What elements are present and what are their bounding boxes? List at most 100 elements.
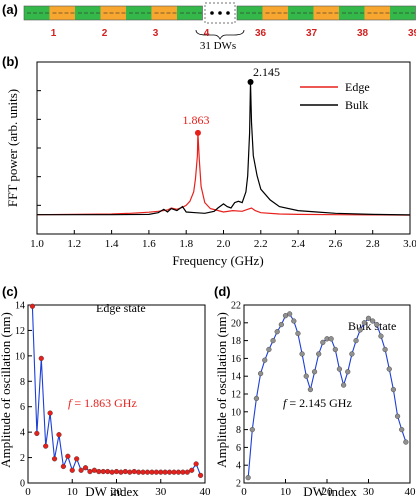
edge-point <box>197 472 204 478</box>
bulk-point <box>253 395 260 402</box>
strip-segments <box>23 2 416 40</box>
bulk-y-tick-label: 2 <box>236 479 241 490</box>
edge-frequency-annotation: f = 1.863 GHz <box>68 396 137 410</box>
dw-number-4: 4 <box>204 28 210 39</box>
bulk-point <box>328 336 334 342</box>
edge-y-tick-label: 4 <box>20 428 25 439</box>
edge-y-tick-label: 6 <box>20 402 25 413</box>
legend-label-edge: Edge <box>345 80 370 94</box>
fft-x-tick-label: 2.4 <box>291 238 305 250</box>
bulk-point <box>274 329 280 335</box>
domain-wall-strip: (a) 1 2 3 4 36 37 38 39 31 DWs <box>2 2 416 52</box>
edge-x-tick-label: 0 <box>25 486 31 498</box>
bulk-y-tick-label: 10 <box>231 407 241 418</box>
fft-x-tick-label: 1.0 <box>30 238 44 250</box>
fft-x-tick-label: 2.8 <box>366 238 380 250</box>
bulk-point <box>378 333 384 339</box>
edge-point <box>105 468 111 475</box>
edge-point <box>69 467 75 473</box>
edge-point <box>122 468 128 475</box>
bulk-point <box>394 413 401 419</box>
edge-point <box>118 469 124 475</box>
bulk-point <box>332 346 338 353</box>
bulk-x-tick-label: 10 <box>280 486 292 498</box>
edge-point <box>60 463 67 470</box>
edge-x-axis-label: DW index <box>85 484 139 499</box>
edge-f-symbol: f <box>68 396 73 410</box>
fft-series-bulk <box>37 81 411 216</box>
edge-point <box>74 456 80 462</box>
edge-point <box>91 467 97 473</box>
edge-point <box>175 469 182 475</box>
edge-point <box>153 469 159 475</box>
bulk-point <box>390 386 397 393</box>
bulk-point <box>365 315 372 321</box>
bulk-f-value: = 2.145 GHz <box>289 396 351 410</box>
edge-point <box>144 469 151 475</box>
bulk-point <box>370 318 376 324</box>
bulk-point <box>291 318 297 324</box>
bulk-point <box>403 439 409 445</box>
edge-point <box>136 469 142 475</box>
bulk-point <box>266 346 272 353</box>
bulk-point <box>311 369 318 375</box>
bulk-f-symbol: f <box>283 396 288 410</box>
bulk-point <box>299 351 305 357</box>
bulk-point <box>361 320 367 326</box>
edge-point <box>162 469 168 475</box>
dw-number-36: 36 <box>255 28 267 39</box>
edge-point <box>131 468 137 475</box>
bulk-point <box>287 311 293 317</box>
edge-point <box>38 355 44 362</box>
edge-point <box>34 430 40 437</box>
dw-number-2: 2 <box>102 28 108 39</box>
bulk-y-tick-label: 22 <box>231 301 241 312</box>
edge-point <box>82 465 89 471</box>
bulk-point <box>270 338 276 344</box>
fft-x-tick-label: 1.6 <box>142 238 156 250</box>
edge-point <box>140 469 146 475</box>
gap-dot-2 <box>226 11 230 15</box>
edge-point <box>189 467 195 473</box>
edge-point <box>171 469 177 475</box>
fft-peak-label-edge: 1.863 <box>182 113 209 127</box>
bulk-point <box>382 346 388 353</box>
edge-plot-area: 0 10 20 30 40 0 2 4 6 8 10 12 14 <box>15 301 211 499</box>
bulk-point <box>249 427 255 433</box>
edge-x-tick-label: 20 <box>111 486 123 498</box>
dw-number-1: 1 <box>51 28 57 39</box>
bulk-frequency-annotation: f = 2.145 GHz <box>283 396 352 410</box>
fft-x-tick-label: 1.8 <box>179 238 193 250</box>
bulk-y-tick-label: 12 <box>231 390 241 401</box>
edge-point <box>113 468 120 475</box>
fft-peak-label-bulk: 2.145 <box>253 65 280 79</box>
edge-point <box>29 303 36 309</box>
edge-point <box>87 468 93 475</box>
strip-numbers: 1 2 3 4 36 37 38 39 <box>51 28 416 39</box>
gap-dot-0 <box>210 11 214 15</box>
dw-number-38: 38 <box>357 28 369 39</box>
edge-point <box>51 456 58 462</box>
edge-y-tick-label: 8 <box>20 377 25 388</box>
bulk-x-tick-label: 0 <box>241 486 247 498</box>
fft-plot-area: 1.0 1.2 1.4 1.6 1.8 2.0 2.2 2.4 2.6 2.8 3.0 1.863 Ed… <box>30 61 416 250</box>
bulk-point <box>258 370 264 377</box>
edge-f-value: = 1.863 GHz <box>74 396 136 410</box>
dw-number-39: 39 <box>408 28 416 39</box>
legend-label-bulk: Bulk <box>345 98 368 112</box>
bulk-y-tick-label: 6 <box>236 443 241 454</box>
edge-y-tick-label: 12 <box>15 326 25 337</box>
edge-state-title: Edge state <box>96 301 146 315</box>
bulk-point <box>320 339 326 345</box>
fft-x-tick-label: 1.4 <box>105 238 119 250</box>
fft-x-tick-label: 2.6 <box>329 238 343 250</box>
bulk-x-tick-label: 40 <box>405 486 416 498</box>
fft-x-tick-label: 3.0 <box>403 238 416 250</box>
bulk-state-chart: (d) Amplitude of oscillation (nm) DW ind… <box>214 284 416 499</box>
bulk-point <box>336 366 343 372</box>
edge-line <box>31 306 202 476</box>
bulk-x-tick-label: 30 <box>363 486 375 498</box>
fft-x-tick-label: 1.2 <box>67 238 81 250</box>
bulk-y-tick-label: 20 <box>231 318 241 329</box>
edge-point <box>100 468 106 475</box>
